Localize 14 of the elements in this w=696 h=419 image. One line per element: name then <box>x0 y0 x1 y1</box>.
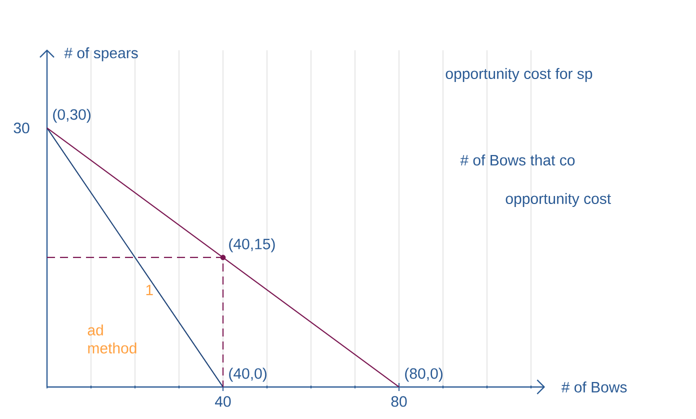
annotation: ad method <box>88 324 136 354</box>
annotation: opportunity cost <box>506 192 611 207</box>
annotation: (40,0) <box>229 368 266 382</box>
text: 30 <box>14 122 30 134</box>
y-axis-title: # of spears <box>64 47 138 62</box>
annotation: 1 <box>146 284 153 296</box>
annotation: (0,30) <box>53 108 90 123</box>
annotation: (80,0) <box>405 368 442 382</box>
x-tick-label: 80 <box>391 396 407 407</box>
annotation: # of Bows that co <box>460 154 575 166</box>
text: opportunity cost for sp <box>446 68 592 82</box>
x-tick-label: 40 <box>215 396 231 407</box>
annotation: (40,15) <box>229 238 275 252</box>
x-axis-title: # of Bows <box>561 381 627 392</box>
